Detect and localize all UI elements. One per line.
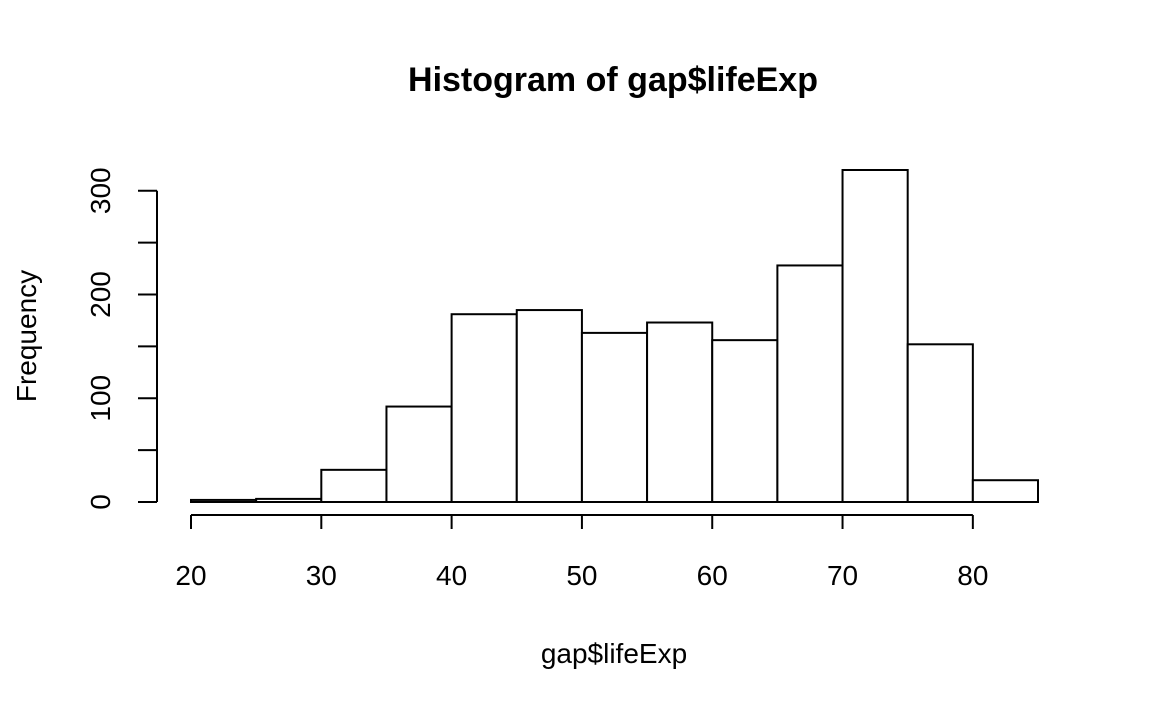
x-tick-label-20: 20: [175, 560, 206, 591]
histogram-bar-75-80: [906, 343, 974, 503]
histogram-bar-45-50: [515, 309, 583, 503]
y-tick-label-100: 100: [85, 375, 116, 422]
histogram-bar-70-75: [841, 169, 909, 503]
histogram-bar-35-40: [385, 405, 453, 503]
histogram-bar-30-35: [320, 468, 388, 503]
x-tick-label-70: 70: [827, 560, 858, 591]
histogram-bar-40-45: [450, 313, 518, 503]
x-tick-label-80: 80: [957, 560, 988, 591]
histogram-bar-80-85: [971, 479, 1039, 503]
histogram-bar-60-65: [711, 339, 779, 503]
x-axis-label: gap$lifeExp: [541, 638, 687, 669]
x-tick-label-40: 40: [436, 560, 467, 591]
y-tick-label-0: 0: [85, 494, 116, 510]
x-tick-label-30: 30: [306, 560, 337, 591]
histogram-bar-20-25: [190, 498, 258, 503]
x-tick-label-50: 50: [566, 560, 597, 591]
histogram-bar-50-55: [580, 331, 649, 504]
histogram-bars: [190, 169, 1039, 504]
x-tick-label-60: 60: [697, 560, 728, 591]
y-tick-label-300: 300: [85, 167, 116, 214]
y-axis-label: Frequency: [11, 270, 42, 402]
y-axis: 0 100 200 300: [85, 167, 158, 510]
chart-title: Histogram of gap$lifeExp: [408, 61, 818, 99]
histogram-bar-65-70: [776, 264, 844, 504]
x-axis: 20 30 40 50 60 70 80: [175, 514, 988, 591]
histogram-bar-25-30: [255, 497, 323, 504]
y-tick-label-200: 200: [85, 271, 116, 318]
histogram-bar-55-60: [646, 321, 714, 504]
